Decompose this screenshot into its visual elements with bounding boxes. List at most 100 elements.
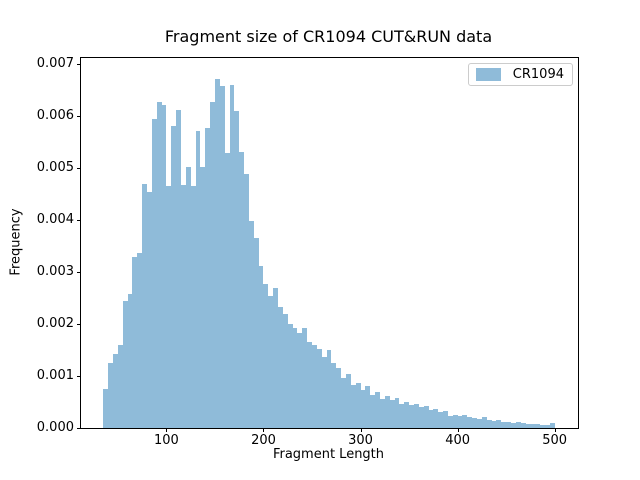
x-tick-mark (360, 428, 362, 432)
histogram-bar (418, 406, 424, 428)
histogram-bar (331, 362, 337, 428)
y-tick-mark (77, 324, 81, 326)
histogram-bar (394, 397, 400, 428)
x-tick-mark (457, 428, 459, 432)
histogram-bar (336, 368, 342, 428)
histogram-bar (360, 389, 366, 428)
y-tick-mark (77, 168, 81, 170)
histogram-bar (253, 237, 259, 428)
x-tick-label: 300 (348, 433, 373, 448)
histogram-bar (205, 127, 211, 428)
histogram-bar (103, 389, 109, 428)
histogram-bar (214, 78, 220, 428)
y-tick-label: 0.004 (36, 212, 74, 228)
histogram-bar (224, 152, 230, 428)
histogram-bar (399, 403, 405, 428)
histogram-bar (132, 256, 138, 428)
y-tick-label: 0.001 (36, 368, 74, 384)
histogram-bar (389, 400, 395, 428)
histogram-bar (350, 385, 356, 428)
histogram-bar (307, 341, 312, 428)
histogram-bar (452, 414, 458, 428)
histogram-bar (127, 293, 133, 428)
histogram-bar (506, 422, 511, 428)
x-tick-label: 200 (251, 433, 276, 448)
histogram-bar (384, 395, 390, 428)
histogram-bar (423, 406, 429, 428)
histogram-bar (282, 313, 288, 428)
histogram-bar (520, 423, 526, 428)
histogram-bar (472, 418, 478, 428)
y-tick-mark (77, 64, 81, 66)
histogram-bar (185, 167, 191, 428)
y-tick-mark (77, 428, 81, 429)
histogram-bar (258, 265, 264, 428)
histogram-bar (108, 363, 114, 428)
histogram-bar (326, 350, 332, 428)
histogram-bar (156, 101, 162, 428)
histogram-bar (312, 344, 317, 428)
y-tick-mark (77, 272, 81, 274)
histogram-bar (263, 283, 269, 428)
histogram-bar (151, 118, 157, 428)
histogram-bar (409, 405, 414, 428)
histogram-bar (316, 349, 322, 428)
histogram-bar (292, 328, 298, 428)
x-tick-label: 100 (153, 433, 179, 448)
histogram-bar (428, 410, 434, 428)
plot-area: 100 200 300 400 500 0.000 0.001 0.002 0.003 0.004… (37, 56, 579, 448)
histogram-bar (219, 86, 225, 428)
histogram-bar (210, 101, 215, 428)
histogram-bar (117, 344, 123, 428)
histogram-bar (244, 174, 249, 428)
legend-color-patch-icon (475, 68, 501, 81)
histogram-bar (142, 183, 147, 428)
histogram-bar (176, 109, 181, 428)
x-tick-mark (263, 428, 265, 432)
y-tick-mark (77, 116, 81, 118)
histogram-bar (171, 125, 177, 428)
histogram-bar (481, 417, 487, 428)
histogram-bar (438, 411, 444, 428)
legend-label: CR1094 (512, 67, 564, 82)
x-tick-mark (166, 428, 168, 432)
histogram-bar (287, 324, 293, 428)
y-tick-label: 0.005 (36, 160, 74, 176)
histogram-bar (234, 111, 240, 428)
histogram-bar (486, 420, 492, 428)
y-tick-mark (77, 220, 81, 222)
histogram-bar (525, 423, 531, 428)
y-axis-label: Frequency (8, 208, 24, 276)
legend: CR1094 (467, 63, 573, 86)
histogram-bar (467, 416, 473, 428)
x-tick-label: 400 (445, 433, 471, 448)
histogram-bar (549, 422, 555, 428)
histogram-bar (370, 394, 376, 428)
chart-title: Fragment size of CR1094 CUT&RUN data (164, 27, 493, 46)
histogram-bar (457, 416, 463, 428)
histogram-bar (540, 424, 545, 428)
histogram-bar (248, 221, 254, 428)
histogram-bar (447, 415, 453, 428)
histogram-bar (433, 409, 439, 428)
histogram-bar (477, 419, 482, 428)
histogram-bar (413, 404, 419, 428)
histogram-bar (535, 424, 541, 428)
histogram-bar (268, 295, 274, 428)
histogram-bar (302, 328, 308, 428)
histogram-bar (355, 383, 361, 428)
histogram-bar (147, 191, 152, 428)
histogram-bar (122, 300, 128, 428)
y-tick-label: 0.007 (36, 56, 74, 72)
x-axis-label: Fragment Length (272, 447, 385, 462)
histogram-bar (229, 85, 235, 428)
histogram-bar (443, 410, 448, 428)
histogram-bar (501, 421, 507, 428)
histogram-bar (491, 420, 497, 428)
histogram-bar (496, 419, 502, 428)
histogram-bar (346, 373, 351, 428)
histogram-bar (297, 333, 303, 428)
histogram-bar (278, 307, 283, 428)
y-tick-label: 0.000 (36, 420, 74, 435)
